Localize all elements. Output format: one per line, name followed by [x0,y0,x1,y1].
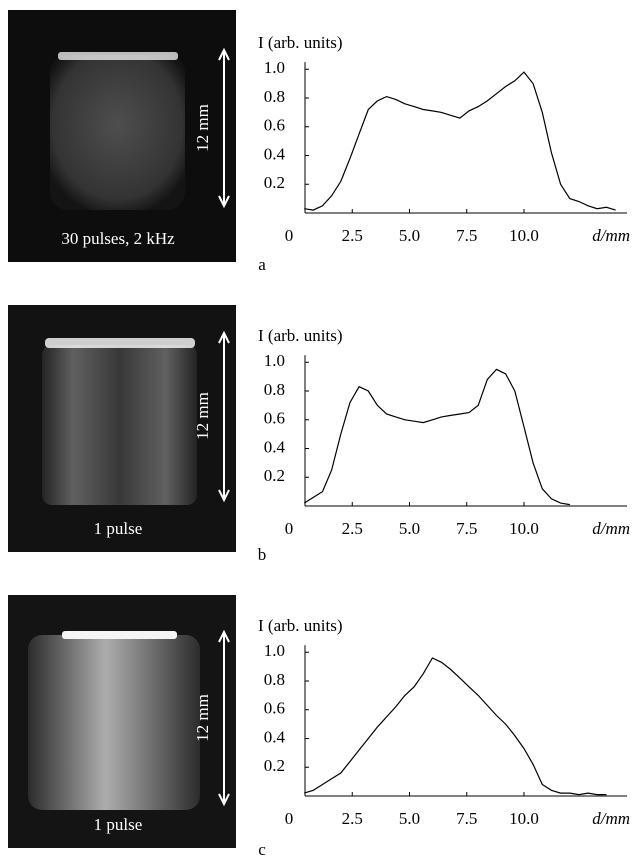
scale-label: 12 mm [193,104,212,152]
x-tick-label: 0 [285,519,294,538]
x-tick-label: 7.5 [456,226,477,245]
y-tick-label: 0.8 [264,380,285,399]
panel-letter: c [258,840,266,859]
x-tick-label: 7.5 [456,809,477,828]
image-label: 30 pulses, 2 kHz [61,229,175,248]
profile-line [304,71,616,211]
x-tick-label: 5.0 [399,226,420,245]
y-tick-label: 0.6 [264,699,285,718]
y-tick-label: 0.8 [264,87,285,106]
profile-line [303,368,570,506]
y-tick-label: 0.6 [264,409,285,428]
x-tick-label: 5.0 [399,519,420,538]
y-tick-label: 0.4 [264,727,286,746]
x-tick-label: 10.0 [509,519,539,538]
x-tick-label: 0 [285,809,294,828]
y-tick-label: 0.8 [264,670,285,689]
y-tick-label: 1.0 [264,58,285,77]
x-tick-label: 10.0 [509,809,539,828]
y-tick-label: 0.4 [264,144,286,163]
y-tick-label: 0.2 [264,173,285,192]
image-label: 1 pulse [94,519,143,538]
x-tick-label: 2.5 [342,519,363,538]
y-tick-label: 1.0 [264,641,285,660]
panel-letter: a [258,255,266,274]
y-tick-label: 1.0 [264,351,285,370]
x-tick-label: 7.5 [456,519,477,538]
x-axis-label: d/mm [592,809,630,828]
y-tick-label: 0.2 [264,466,285,485]
panel-letter: b [258,545,267,564]
photo-a [8,10,236,262]
y-tick-label: 0.4 [264,437,286,456]
image-label: 1 pulse [94,815,143,834]
x-tick-label: 5.0 [399,809,420,828]
y-axis-label: I (arb. units) [258,33,343,52]
photo-b [8,305,236,552]
scale-label: 12 mm [193,392,212,440]
profile-line [304,657,607,796]
scale-label: 12 mm [193,694,212,742]
photo-c [8,595,236,848]
y-tick-label: 0.6 [264,116,285,135]
x-axis-label: d/mm [592,226,630,245]
y-axis-label: I (arb. units) [258,326,343,345]
y-axis-label: I (arb. units) [258,616,343,635]
x-tick-label: 10.0 [509,226,539,245]
x-tick-label: 2.5 [342,809,363,828]
x-axis-label: d/mm [592,519,630,538]
x-tick-label: 0 [285,226,294,245]
y-tick-label: 0.2 [264,756,285,775]
x-tick-label: 2.5 [342,226,363,245]
